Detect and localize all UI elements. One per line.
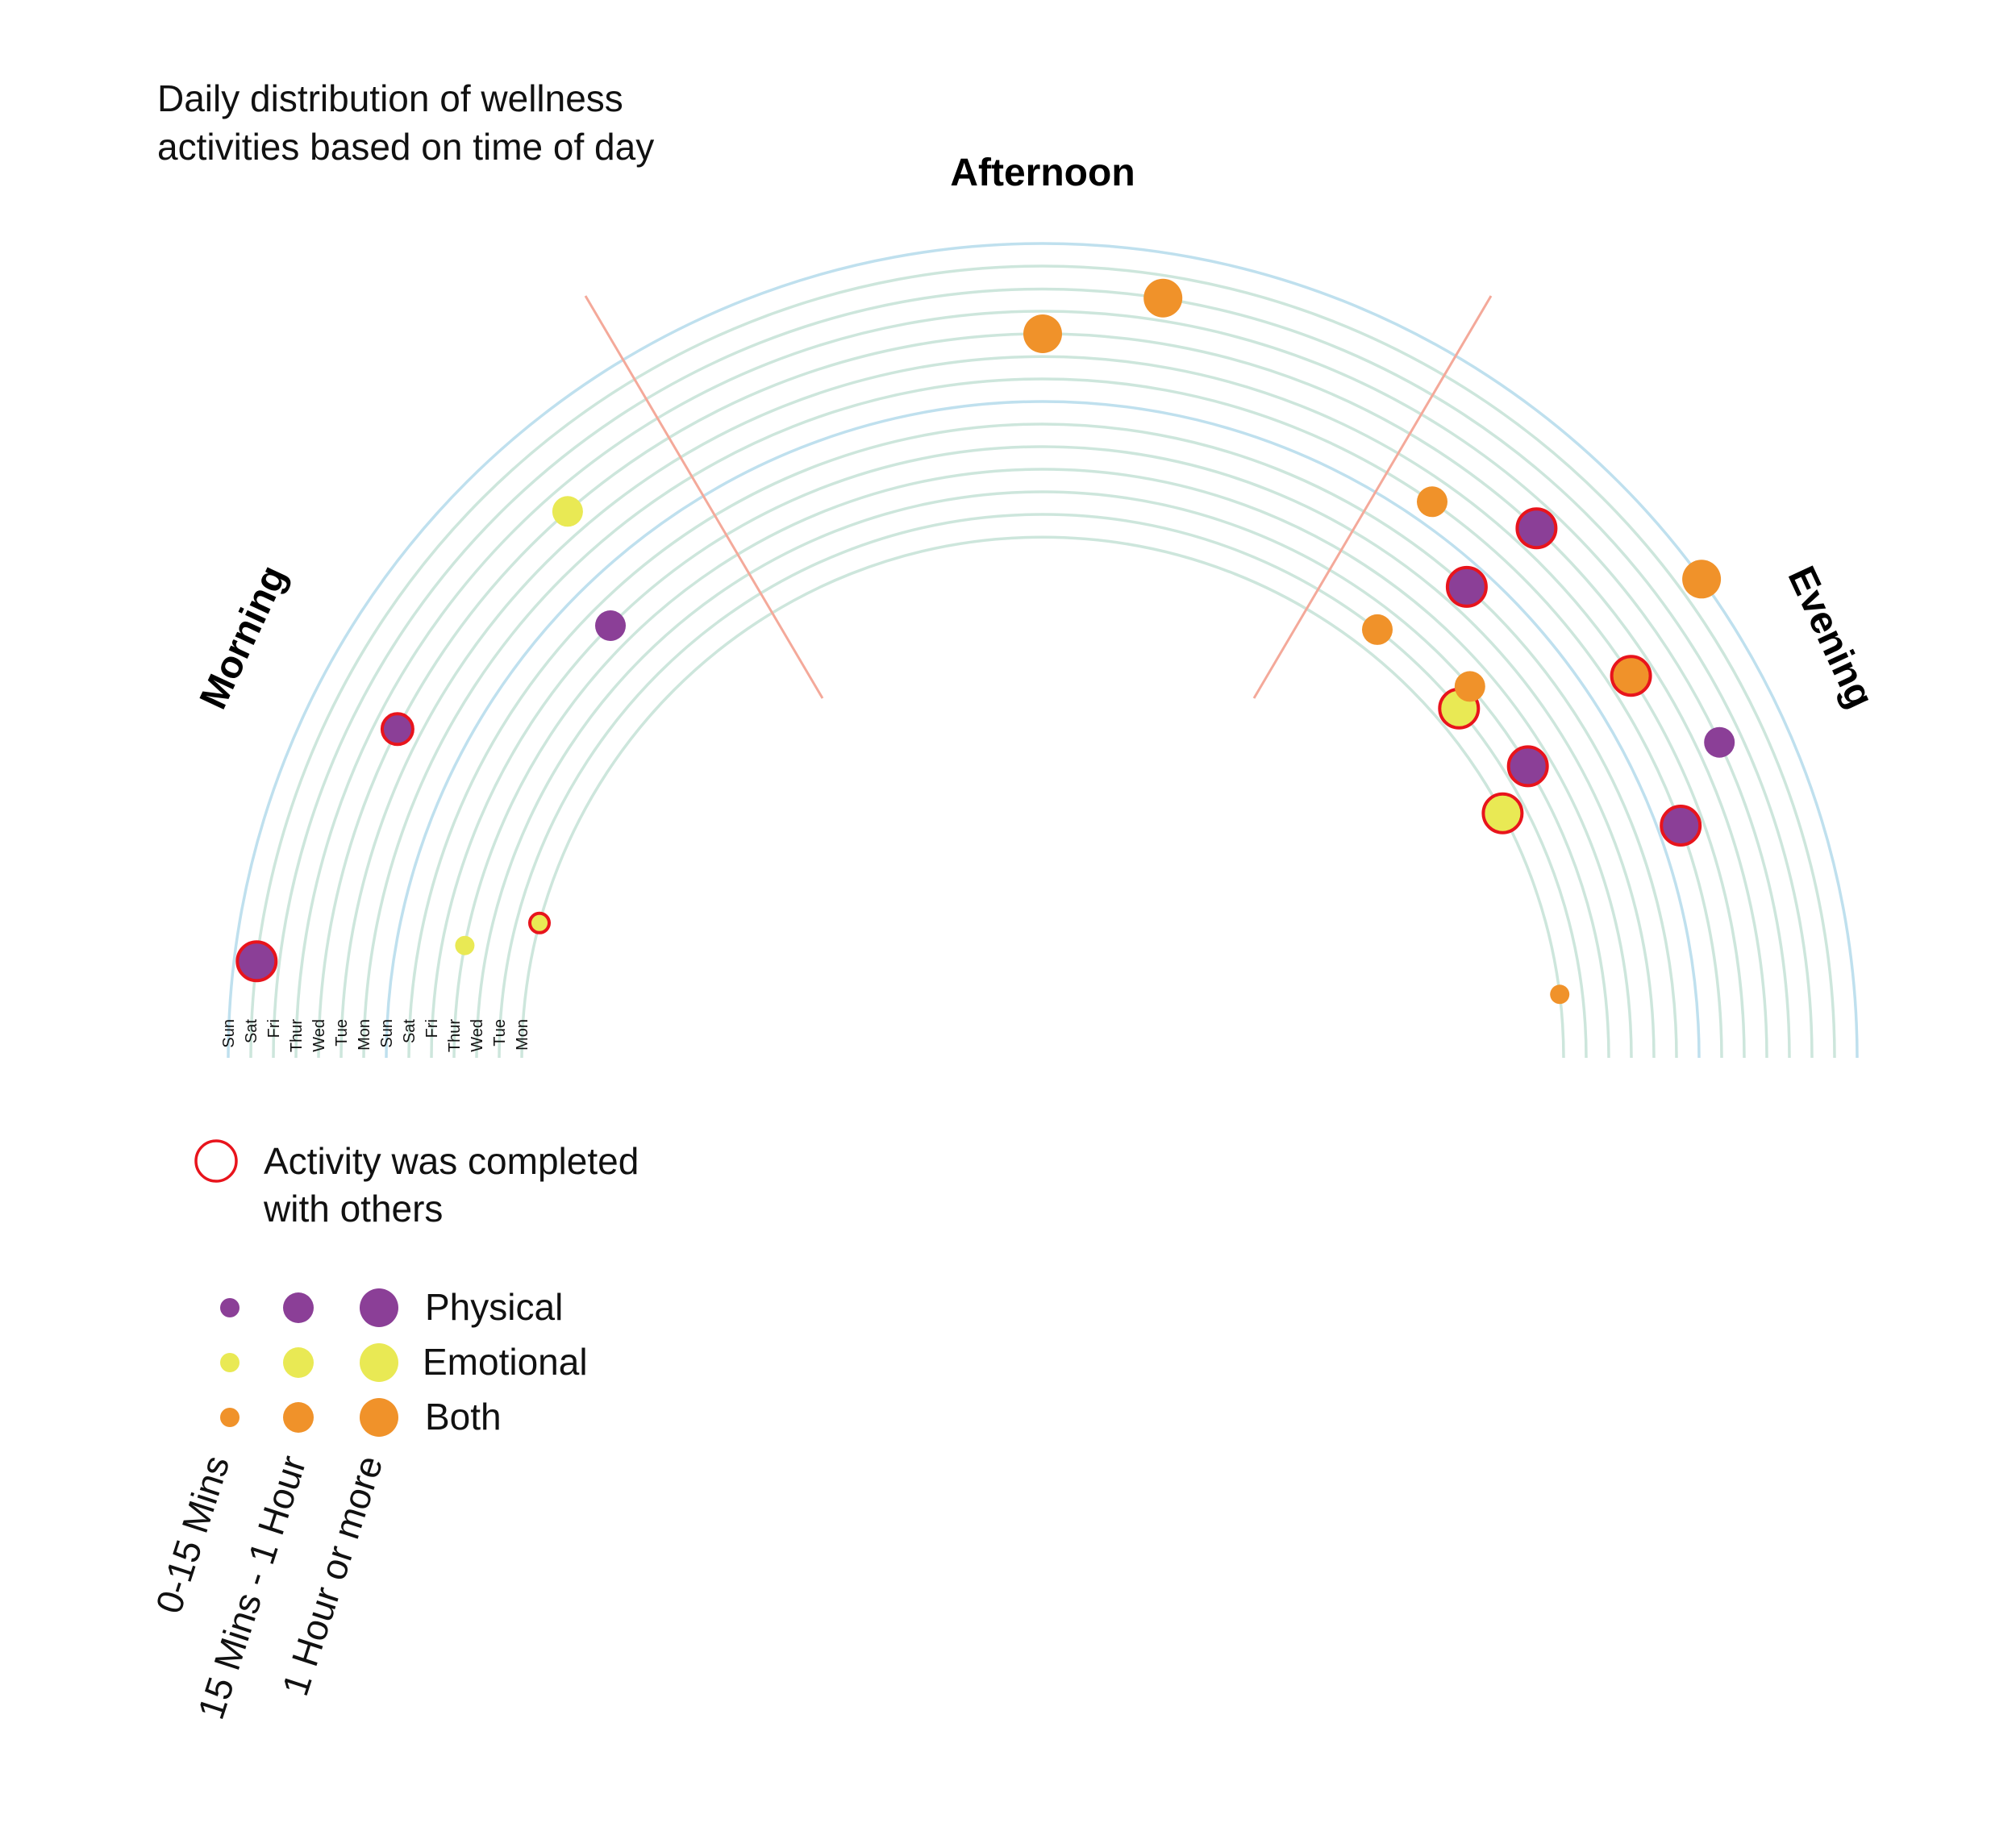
legend-dot-both-2	[283, 1402, 314, 1433]
day-label-12: Wed	[469, 1019, 486, 1052]
ring-arc-1	[227, 242, 1859, 1059]
legend-others-line-1: Activity was completed	[264, 1140, 639, 1182]
legend-dot-emotional-3	[360, 1343, 398, 1382]
point-physical-8	[1660, 805, 1702, 847]
day-label-4: Thur	[288, 1019, 306, 1052]
legend-label-physical: Physical	[425, 1286, 563, 1328]
legend-dot-physical-2	[283, 1292, 314, 1323]
legend-others-line-2: with others	[263, 1188, 443, 1230]
legend-dot-both-1	[220, 1408, 240, 1427]
section-label-evening: Evening	[1780, 560, 1882, 715]
day-label-11: Thur	[446, 1019, 464, 1052]
ring-arc-4	[294, 310, 1791, 1059]
point-emotional-3	[528, 911, 551, 934]
legend-dot-physical-1	[220, 1298, 240, 1317]
point-emotional-1	[552, 496, 583, 527]
point-emotional-2	[455, 935, 475, 955]
section-label-afternoon: Afternoon	[950, 152, 1135, 194]
morning-afternoon-divider	[584, 295, 824, 699]
ring-arc-2	[249, 264, 1836, 1059]
legend-dot-emotional-1	[220, 1353, 240, 1372]
point-physical-7	[1704, 726, 1735, 758]
day-label-1: Sun	[220, 1019, 238, 1048]
ring-arc-13	[498, 513, 1588, 1059]
day-label-7: Mon	[356, 1019, 373, 1051]
legend-dot-both-3	[360, 1398, 398, 1437]
day-label-6: Tue	[333, 1019, 351, 1047]
ring-arc-7	[362, 377, 1723, 1059]
point-physical-6	[1506, 745, 1549, 788]
ring-arc-8	[385, 400, 1701, 1059]
day-label-8: Sun	[378, 1019, 396, 1048]
ring-arc-5	[317, 332, 1768, 1059]
chart-title-line-1: Daily distribution of wellness	[157, 77, 623, 119]
legend-dot-physical-3	[360, 1288, 398, 1327]
ring-arc-11	[452, 468, 1633, 1059]
legend-others-ring	[194, 1139, 238, 1183]
section-label-morning: Morning	[192, 559, 295, 715]
ring-arcs	[227, 242, 1859, 1059]
legend-dot-emotional-2	[283, 1347, 314, 1378]
day-label-5: Wed	[310, 1019, 328, 1052]
afternoon-evening-divider	[1252, 295, 1493, 699]
point-both-6	[1454, 671, 1485, 702]
point-physical-5	[1515, 507, 1558, 550]
point-physical-2	[380, 712, 414, 747]
point-physical-4	[1445, 565, 1488, 608]
day-label-13: Tue	[491, 1019, 509, 1047]
legend-label-both: Both	[425, 1396, 502, 1438]
day-label-10: Fri	[423, 1019, 441, 1038]
point-physical-1	[235, 940, 278, 983]
point-both-5	[1362, 614, 1393, 645]
ring-arc-9	[407, 422, 1678, 1059]
point-both-8	[1550, 984, 1570, 1005]
legend-duration-short: 0-15 Mins	[148, 1450, 238, 1618]
ring-day-labels: Sun Sat Fri Thur Wed Tue Mon Sun Sat Fri Thur Wed Tu…	[220, 1019, 531, 1053]
chart-title-line-2: activities based on time of day	[157, 126, 654, 168]
point-physical-3	[595, 610, 626, 641]
ring-arc-3	[272, 287, 1814, 1059]
ring-arc-6	[339, 355, 1746, 1059]
day-label-2: Sat	[243, 1019, 260, 1043]
ring-arc-12	[475, 490, 1610, 1059]
day-label-3: Fri	[265, 1019, 283, 1038]
ring-arc-10	[430, 445, 1656, 1059]
activity-points	[235, 278, 1735, 1005]
point-emotional-5	[1481, 792, 1524, 834]
day-label-14: Mon	[514, 1019, 531, 1051]
point-both-7	[1610, 655, 1652, 697]
legend-category-size	[220, 1288, 398, 1437]
point-both-3	[1417, 486, 1447, 518]
ring-arc-14	[520, 535, 1565, 1059]
point-both-1	[1143, 278, 1183, 318]
legend-label-emotional: Emotional	[423, 1341, 588, 1383]
day-label-9: Sat	[401, 1019, 419, 1043]
point-both-4	[1682, 560, 1722, 599]
point-both-2	[1023, 314, 1062, 353]
